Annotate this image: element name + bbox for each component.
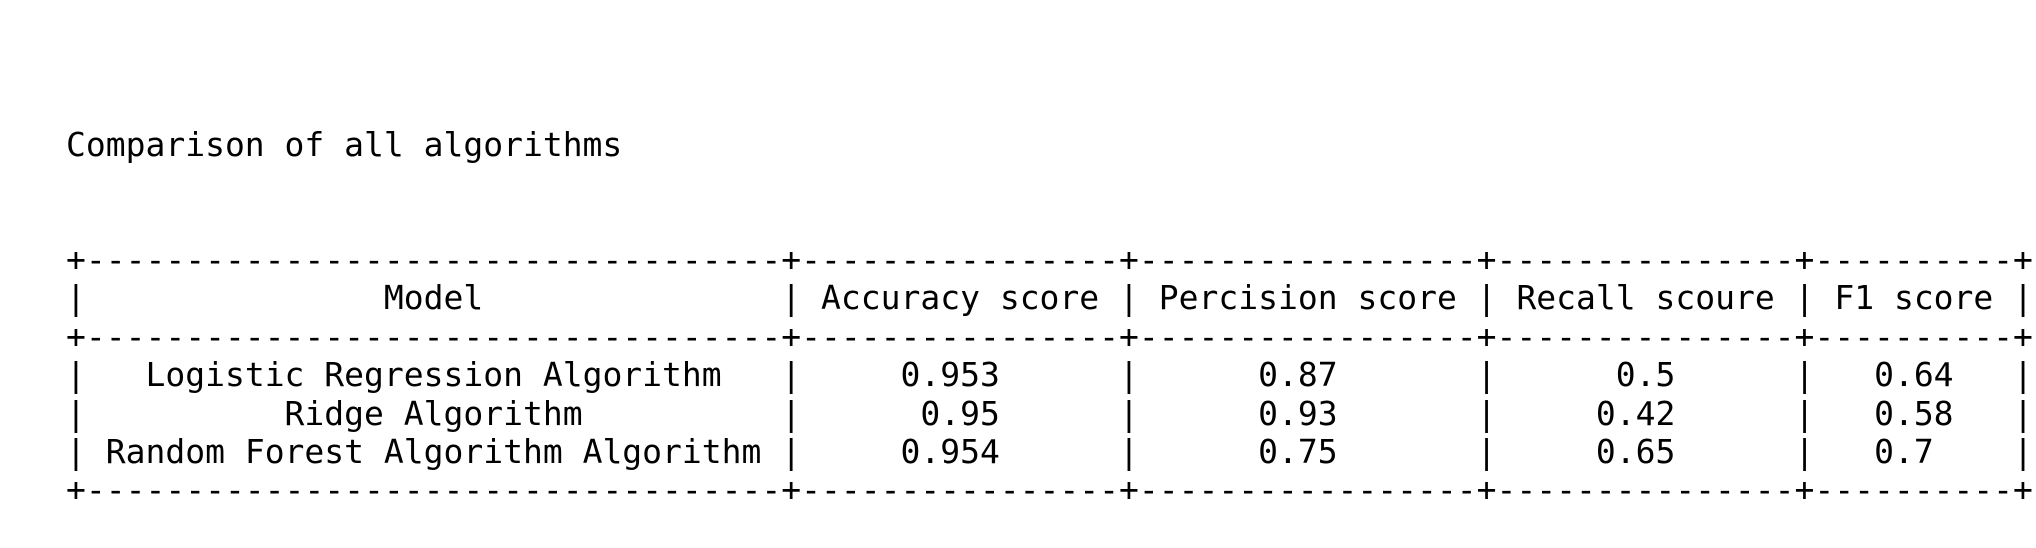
table-header-row: | Model | Accuracy score | Percision sco…: [66, 278, 2034, 318]
table-cell: 0.953: [821, 355, 1100, 395]
table-cell: 0.58: [1834, 393, 1994, 433]
table-border-top: +-----------------------------------+---…: [66, 240, 2033, 280]
table-cell: Ridge Algorithm: [105, 393, 762, 433]
table-cell: 0.87: [1158, 355, 1457, 395]
table-cell: 0.95: [821, 393, 1100, 433]
table-cell: 0.42: [1516, 393, 1775, 433]
table-cell: 0.64: [1834, 355, 1994, 395]
table-row: | Ridge Algorithm | 0.95 | 0.93 | 0.42 |…: [66, 393, 2034, 433]
table-row: | Random Forest Algorithm Algorithm | 0.…: [66, 431, 2034, 471]
column-header: Accuracy score: [821, 278, 1100, 318]
table-cell: Logistic Regression Algorithm: [105, 355, 762, 395]
table-row: | Logistic Regression Algorithm | 0.953 …: [66, 355, 2034, 395]
table-header-separator: +-----------------------------------+---…: [66, 316, 2033, 356]
ascii-table: +-----------------------------------+---…: [66, 240, 2034, 510]
table-cell: 0.5: [1516, 355, 1775, 395]
console-output: Comparison of all algorithms +----------…: [66, 49, 2033, 548]
column-header: Model: [105, 278, 762, 318]
table-cell: Random Forest Algorithm Algorithm: [105, 431, 762, 471]
column-header: F1 score: [1834, 278, 1994, 318]
table-cell: 0.75: [1158, 431, 1457, 471]
table-cell: 0.7: [1834, 431, 1994, 471]
table-border-bottom: +-----------------------------------+---…: [66, 470, 2033, 510]
table-cell: 0.954: [821, 431, 1100, 471]
table-title: Comparison of all algorithms: [66, 124, 623, 164]
table-cell: 0.93: [1158, 393, 1457, 433]
table-cell: 0.65: [1516, 431, 1775, 471]
column-header: Recall scoure: [1516, 278, 1775, 318]
column-header: Percision score: [1158, 278, 1457, 318]
